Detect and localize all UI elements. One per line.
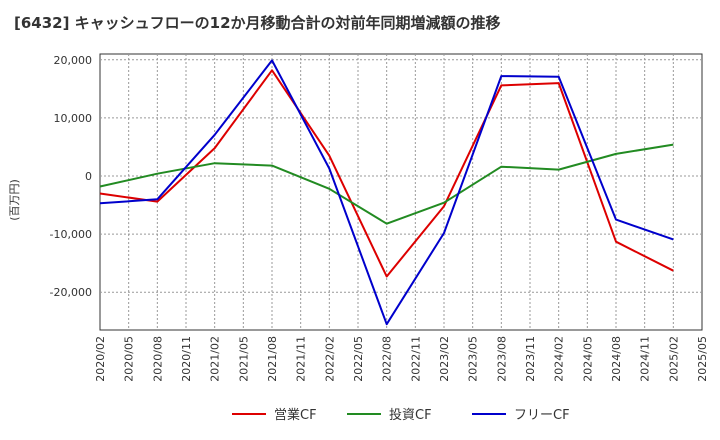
y-tick-label: -10,000 <box>50 228 92 241</box>
x-tick-label: 2020/11 <box>180 336 193 382</box>
x-tick-label: 2023/02 <box>438 336 451 382</box>
x-tick-label: 2022/11 <box>409 336 422 382</box>
x-tick-label: 2025/02 <box>667 336 680 382</box>
x-tick-label: 2021/05 <box>237 336 250 382</box>
x-tick-label: 2022/08 <box>381 336 394 382</box>
grid <box>99 53 703 331</box>
series-line <box>99 59 674 326</box>
series-line <box>99 69 674 278</box>
x-tick-label: 2024/11 <box>639 336 652 382</box>
x-tick-label: 2024/05 <box>581 336 594 382</box>
x-tick-label: 2022/05 <box>352 336 365 382</box>
x-axis: 2020/02 2020/05 2020/08 2020/11 2021/02 2021/… <box>94 336 709 382</box>
x-tick-label: 2020/05 <box>123 336 136 382</box>
legend: 営業CF 投資CF フリーCF <box>232 407 570 423</box>
x-tick-label: 2024/02 <box>553 336 566 382</box>
y-tick-label: 20,000 <box>54 54 93 67</box>
x-tick-label: 2021/08 <box>266 336 279 382</box>
legend-label: フリーCF <box>514 408 570 423</box>
series-line <box>99 143 674 225</box>
x-tick-label: 2020/08 <box>151 336 164 382</box>
legend-label: 営業CF <box>274 407 317 423</box>
y-axis-label: (百万円) <box>8 179 21 221</box>
x-tick-label: 2021/02 <box>209 336 222 382</box>
x-tick-label: 2023/08 <box>495 336 508 382</box>
x-tick-label: 2025/05 <box>696 336 709 382</box>
plot-frame <box>99 53 703 331</box>
x-tick-label: 2020/02 <box>94 336 107 382</box>
y-axis: 20,000 10,000 0 -10,000 -20,000 <box>50 54 92 299</box>
y-tick-label: -20,000 <box>50 286 92 299</box>
series-lines <box>99 59 674 326</box>
x-tick-label: 2021/11 <box>295 336 308 382</box>
x-tick-label: 2023/05 <box>467 336 480 382</box>
x-tick-label: 2022/02 <box>323 336 336 382</box>
legend-label: 投資CF <box>389 407 432 423</box>
chart-title: [6432] キャッシュフローの12か月移動合計の対前年同期増減額の推移 <box>14 14 501 32</box>
y-tick-label: 10,000 <box>54 112 93 125</box>
x-tick-label: 2024/08 <box>610 336 623 382</box>
y-tick-label: 0 <box>85 170 92 183</box>
x-tick-label: 2023/11 <box>524 336 537 382</box>
